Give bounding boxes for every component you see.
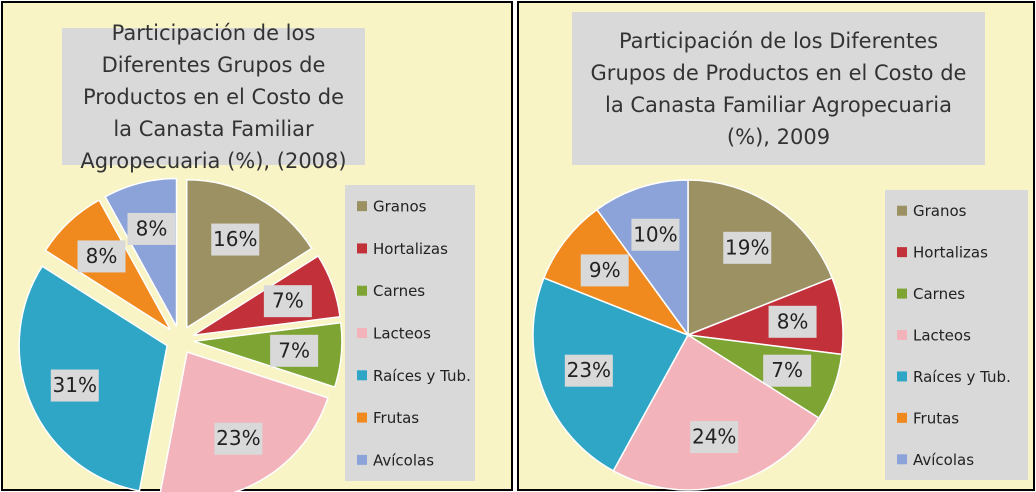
data-label: 24% xyxy=(692,425,736,449)
legend-swatch xyxy=(357,370,367,381)
legend-label: Raíces y Tub. xyxy=(913,368,1011,386)
chart-title: Participación de los Diferentes Grupos d… xyxy=(62,21,365,173)
label-bg xyxy=(214,422,263,455)
data-label: 23% xyxy=(216,426,260,450)
data-label: 8% xyxy=(777,309,809,333)
label-bg xyxy=(768,305,817,338)
legend-label: Avícolas xyxy=(373,451,434,469)
label-bg xyxy=(763,354,812,387)
data-label: 31% xyxy=(53,373,97,397)
legend-swatch xyxy=(357,243,367,254)
legend-label: Lacteos xyxy=(913,327,971,345)
legend-label: Carnes xyxy=(913,285,965,303)
label-bg xyxy=(564,354,613,387)
pie-slice xyxy=(612,333,820,491)
label-bg xyxy=(211,223,260,256)
legend-label: Raíces y Tub. xyxy=(373,367,471,385)
label-bg xyxy=(690,421,739,454)
legend-swatch xyxy=(897,288,907,299)
legend-box xyxy=(885,190,1028,480)
pie-slice xyxy=(595,179,689,338)
label-bg xyxy=(270,334,319,367)
data-label: 10% xyxy=(633,222,677,246)
legend-label: Frutas xyxy=(913,409,959,427)
legend-swatch xyxy=(357,454,367,465)
data-label: 7% xyxy=(272,289,304,313)
legend-label: Lacteos xyxy=(373,325,431,343)
legend-label: Carnes xyxy=(373,282,425,300)
legend-swatch xyxy=(897,412,907,423)
label-bg xyxy=(631,218,680,251)
legend-label: Granos xyxy=(913,202,967,220)
label-bg xyxy=(580,254,629,287)
label-bg xyxy=(50,369,99,402)
label-bg xyxy=(723,231,772,264)
label-bg xyxy=(127,212,176,245)
legend-label: Avícolas xyxy=(913,451,974,469)
data-label: 9% xyxy=(589,258,621,282)
data-label: 8% xyxy=(86,244,118,268)
legend-swatch xyxy=(357,412,367,423)
data-label: 19% xyxy=(725,235,769,259)
legend-swatch xyxy=(897,205,907,216)
data-label: 23% xyxy=(567,358,611,382)
label-bg xyxy=(77,240,126,273)
label-bg xyxy=(263,285,312,318)
legend-label: Frutas xyxy=(373,409,419,427)
data-label: 8% xyxy=(136,216,168,240)
data-label: 7% xyxy=(278,338,310,362)
legend-swatch xyxy=(897,330,907,340)
legend-label: Hortalizas xyxy=(913,244,988,262)
legend-swatch xyxy=(897,371,907,382)
data-label: 16% xyxy=(213,227,257,251)
legend-swatch xyxy=(357,328,367,338)
legend-swatch xyxy=(357,285,367,296)
pie-slice xyxy=(159,351,329,492)
legend-swatch xyxy=(897,247,907,258)
legend-swatch xyxy=(897,454,907,465)
legend-label: Granos xyxy=(373,198,427,216)
data-label: 7% xyxy=(771,358,803,382)
chart-title: Participación de los Diferentes Grupos d… xyxy=(572,12,985,165)
legend-label: Hortalizas xyxy=(373,240,448,258)
legend-swatch xyxy=(357,201,367,212)
